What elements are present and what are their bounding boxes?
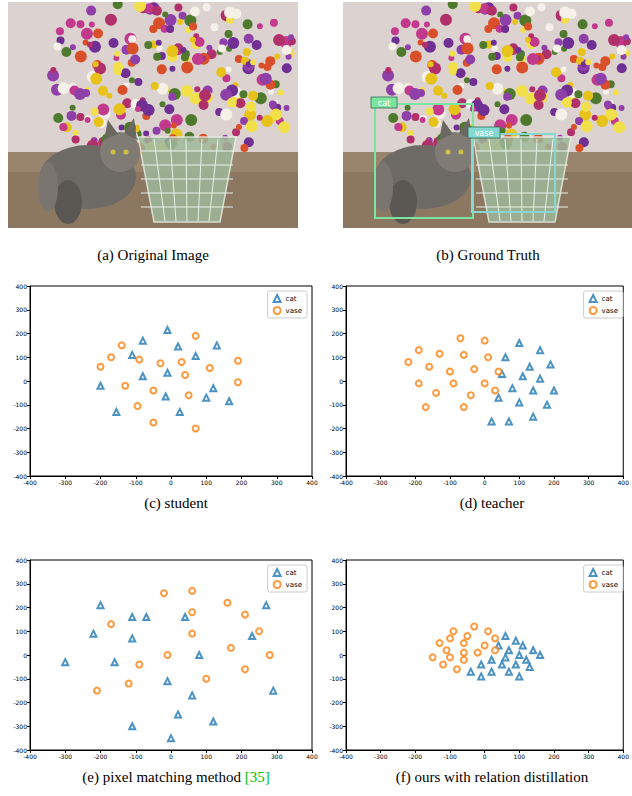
- svg-text:-200: -200: [13, 699, 27, 706]
- svg-text:(a) Original Image: (a) Original Image: [97, 247, 209, 264]
- svg-text:100: 100: [201, 479, 213, 486]
- svg-text:-400: -400: [23, 753, 37, 760]
- svg-text:-200: -200: [94, 479, 108, 486]
- svg-text:-100: -100: [129, 479, 143, 486]
- svg-text:400: 400: [618, 479, 630, 486]
- svg-text:vase: vase: [602, 307, 618, 315]
- svg-text:400: 400: [16, 557, 28, 564]
- svg-text:(e) pixel matching method: (e) pixel matching method: [82, 769, 244, 786]
- svg-text:100: 100: [332, 354, 344, 361]
- svg-text:400: 400: [332, 283, 344, 290]
- svg-text:-100: -100: [329, 675, 343, 682]
- svg-text:400: 400: [618, 753, 630, 760]
- svg-text:-100: -100: [443, 753, 457, 760]
- svg-text:300: 300: [271, 753, 283, 760]
- svg-text:300: 300: [583, 753, 595, 760]
- svg-text:-200: -200: [329, 425, 343, 432]
- svg-text:300: 300: [583, 479, 595, 486]
- svg-text:vase: vase: [602, 581, 618, 589]
- svg-text:-100: -100: [13, 401, 27, 408]
- svg-text:-100: -100: [13, 675, 27, 682]
- svg-text:0: 0: [169, 479, 173, 486]
- svg-text:200: 200: [332, 604, 344, 611]
- svg-text:-100: -100: [129, 753, 143, 760]
- svg-text:200: 200: [332, 330, 344, 337]
- svg-text:cat: cat: [286, 569, 297, 577]
- svg-text:200: 200: [548, 753, 560, 760]
- svg-text:300: 300: [332, 306, 344, 313]
- svg-text:300: 300: [16, 580, 28, 587]
- svg-text:-100: -100: [329, 401, 343, 408]
- svg-text:cat: cat: [602, 295, 613, 303]
- svg-text:-200: -200: [94, 753, 108, 760]
- svg-text:cat: cat: [378, 99, 390, 108]
- svg-text:-300: -300: [13, 449, 27, 456]
- svg-text:100: 100: [514, 753, 526, 760]
- svg-text:100: 100: [201, 753, 213, 760]
- svg-text:-400: -400: [329, 746, 343, 754]
- svg-text:200: 200: [16, 604, 28, 611]
- svg-text:200: 200: [236, 479, 248, 486]
- svg-text:-300: -300: [329, 449, 343, 456]
- svg-text:-400: -400: [13, 472, 27, 480]
- svg-text:0: 0: [483, 479, 487, 486]
- svg-text:vase: vase: [286, 581, 302, 589]
- svg-text:-300: -300: [13, 723, 27, 730]
- svg-text:300: 300: [271, 479, 283, 486]
- svg-text:vase: vase: [286, 307, 302, 315]
- svg-text:-200: -200: [329, 699, 343, 706]
- svg-text:400: 400: [306, 753, 318, 760]
- svg-text:-100: -100: [443, 479, 457, 486]
- svg-text:cat: cat: [602, 569, 613, 577]
- svg-text:-300: -300: [374, 479, 388, 486]
- svg-text:(f) ours with relation distill: (f) ours with relation distillation: [396, 769, 589, 786]
- svg-text:-300: -300: [329, 723, 343, 730]
- svg-text:-300: -300: [374, 753, 388, 760]
- svg-text:(c) student: (c) student: [144, 495, 209, 512]
- svg-text:cat: cat: [286, 295, 297, 303]
- svg-text:200: 200: [548, 479, 560, 486]
- svg-text:300: 300: [16, 306, 28, 313]
- svg-text:-200: -200: [13, 425, 27, 432]
- svg-text:-400: -400: [13, 746, 27, 754]
- svg-text:0: 0: [169, 753, 173, 760]
- svg-text:-300: -300: [58, 479, 72, 486]
- svg-text:-200: -200: [409, 479, 423, 486]
- svg-text:400: 400: [16, 283, 28, 290]
- svg-text:-400: -400: [23, 479, 37, 486]
- svg-text:-400: -400: [329, 472, 343, 480]
- svg-text:200: 200: [16, 330, 28, 337]
- svg-text:100: 100: [514, 479, 526, 486]
- svg-text:(b) Ground Truth: (b) Ground Truth: [436, 247, 540, 264]
- svg-text:100: 100: [16, 354, 28, 361]
- svg-text:100: 100: [332, 628, 344, 635]
- svg-text:-200: -200: [409, 753, 423, 760]
- svg-text:400: 400: [332, 557, 344, 564]
- svg-text:-400: -400: [339, 479, 353, 486]
- svg-text:0: 0: [483, 753, 487, 760]
- svg-text:0: 0: [339, 652, 343, 659]
- svg-text:[35]: [35]: [245, 769, 270, 785]
- svg-text:400: 400: [306, 479, 318, 486]
- svg-text:-300: -300: [58, 753, 72, 760]
- svg-text:0: 0: [339, 378, 343, 385]
- svg-text:0: 0: [23, 652, 27, 659]
- svg-text:200: 200: [236, 753, 248, 760]
- svg-text:-400: -400: [339, 753, 353, 760]
- svg-text:vase: vase: [475, 129, 494, 138]
- svg-text:300: 300: [332, 580, 344, 587]
- svg-text:0: 0: [23, 378, 27, 385]
- svg-text:(d) teacher: (d) teacher: [460, 495, 525, 512]
- svg-text:100: 100: [16, 628, 28, 635]
